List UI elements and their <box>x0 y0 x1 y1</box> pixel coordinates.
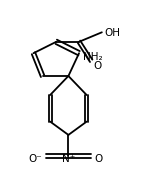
Text: OH: OH <box>104 28 120 38</box>
Text: NH₂: NH₂ <box>83 52 103 62</box>
Text: O: O <box>94 154 102 164</box>
Text: O⁻: O⁻ <box>28 154 42 164</box>
Text: N⁺: N⁺ <box>62 154 75 164</box>
Text: O: O <box>93 61 102 70</box>
